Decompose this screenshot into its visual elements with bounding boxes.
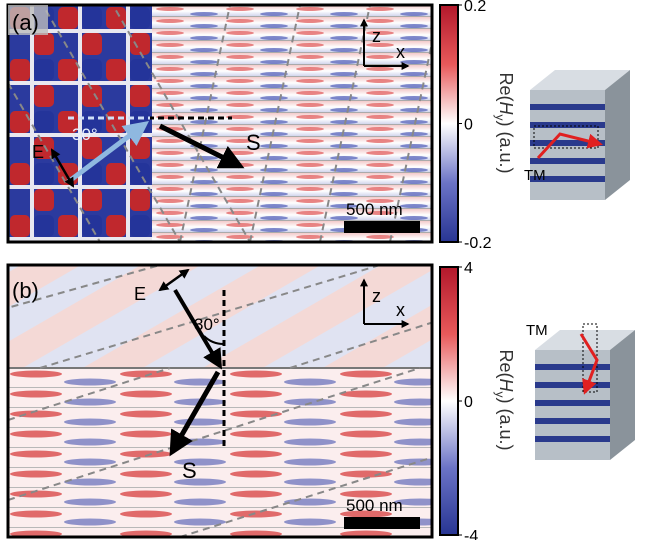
colorbar	[440, 267, 458, 535]
inset-cube	[535, 324, 635, 460]
scale-bar	[344, 517, 420, 529]
e-label: E	[134, 284, 146, 304]
label-part: H	[496, 379, 516, 393]
label-part: ) (a.u.)	[496, 121, 516, 174]
axis-x: x	[396, 300, 405, 320]
colorbar-tick-label: 0	[464, 394, 473, 411]
colorbar-tick-label: 0.2	[464, 0, 486, 15]
panel-label: (b)	[12, 278, 39, 303]
colorbar-label: Re(Hy) (a.u.)	[493, 72, 516, 173]
label-part: Re(	[496, 72, 516, 101]
axis-x: x	[396, 42, 405, 62]
angle-label: 30°	[194, 315, 220, 334]
inset-label: TM	[524, 167, 546, 184]
label-part: ) (a.u.)	[496, 398, 516, 451]
axis-z: z	[372, 26, 381, 46]
panel-label: (a)	[12, 10, 39, 35]
colorbar-label: Re(Hy) (a.u.)	[493, 349, 516, 450]
s-label: S	[182, 458, 197, 483]
label-part: Re(	[496, 349, 516, 378]
scale-bar-label: 500 nm	[346, 496, 403, 515]
axis-z: z	[372, 286, 381, 306]
e-label: E	[32, 142, 44, 162]
scale-bar	[344, 221, 420, 233]
colorbar-tick-label: 4	[464, 260, 473, 277]
colorbar-tick-label: -0.2	[464, 235, 492, 252]
label-part: H	[496, 102, 516, 116]
scale-bar-label: 500 nm	[346, 200, 403, 219]
inset-label: TM	[526, 322, 548, 339]
colorbar-tick-label: 0	[464, 117, 473, 134]
angle-label: 30°	[72, 125, 98, 144]
colorbar	[440, 5, 458, 242]
colorbar-tick-label: -4	[464, 528, 478, 540]
s-label: S	[246, 130, 261, 155]
figure: (a) 30° E S z x 500 nm (b) 30° E S z x 5…	[0, 0, 651, 540]
